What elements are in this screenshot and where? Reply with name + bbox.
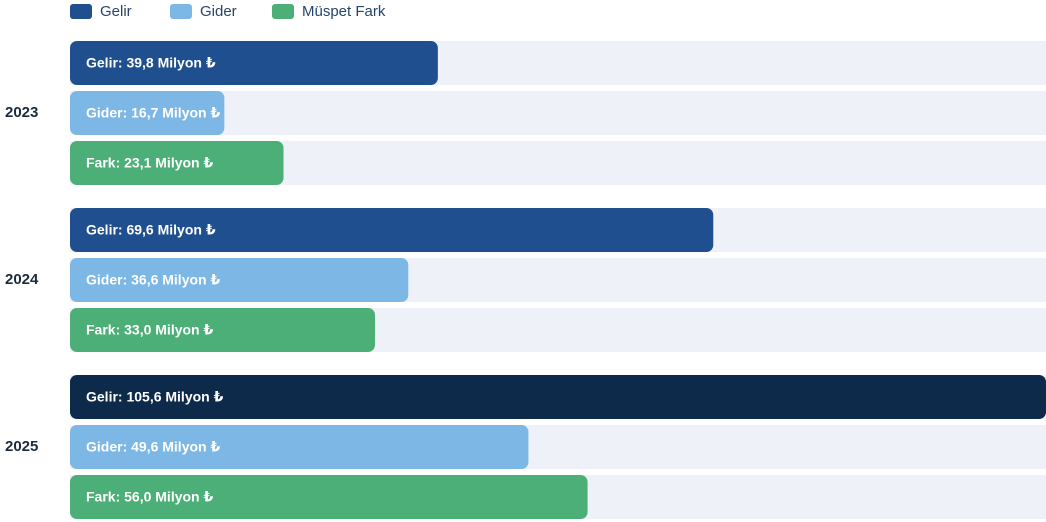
bar <box>70 141 284 185</box>
legend-swatch <box>70 4 92 19</box>
bar <box>70 91 225 135</box>
year-label: 2025 <box>5 438 38 455</box>
bar-label: Gider: 36,6 Milyon ₺ <box>86 272 220 288</box>
legend-swatch <box>272 4 294 19</box>
bar <box>70 41 438 85</box>
bar <box>70 375 1046 419</box>
bar-label: Gider: 49,6 Milyon ₺ <box>86 439 220 455</box>
bar <box>70 208 714 252</box>
legend-label: Gelir <box>100 3 132 20</box>
bar <box>70 258 409 302</box>
bar-track <box>70 91 1046 135</box>
year-label: 2023 <box>5 104 38 121</box>
legend-swatch <box>170 4 192 19</box>
bar-label: Gelir: 105,6 Milyon ₺ <box>86 389 224 405</box>
legend-label: Gider <box>200 3 237 20</box>
year-label: 2024 <box>5 271 39 288</box>
legend-label: Müspet Fark <box>302 3 386 20</box>
bar-label: Gelir: 69,6 Milyon ₺ <box>86 222 216 238</box>
bar-label: Fark: 33,0 Milyon ₺ <box>86 322 213 338</box>
bar-label: Gider: 16,7 Milyon ₺ <box>86 105 220 121</box>
bar-label: Fark: 23,1 Milyon ₺ <box>86 155 213 171</box>
bar <box>70 308 375 352</box>
bar-label: Fark: 56,0 Milyon ₺ <box>86 489 213 505</box>
bar <box>70 475 588 519</box>
bar <box>70 425 529 469</box>
bar-label: Gelir: 39,8 Milyon ₺ <box>86 55 216 71</box>
